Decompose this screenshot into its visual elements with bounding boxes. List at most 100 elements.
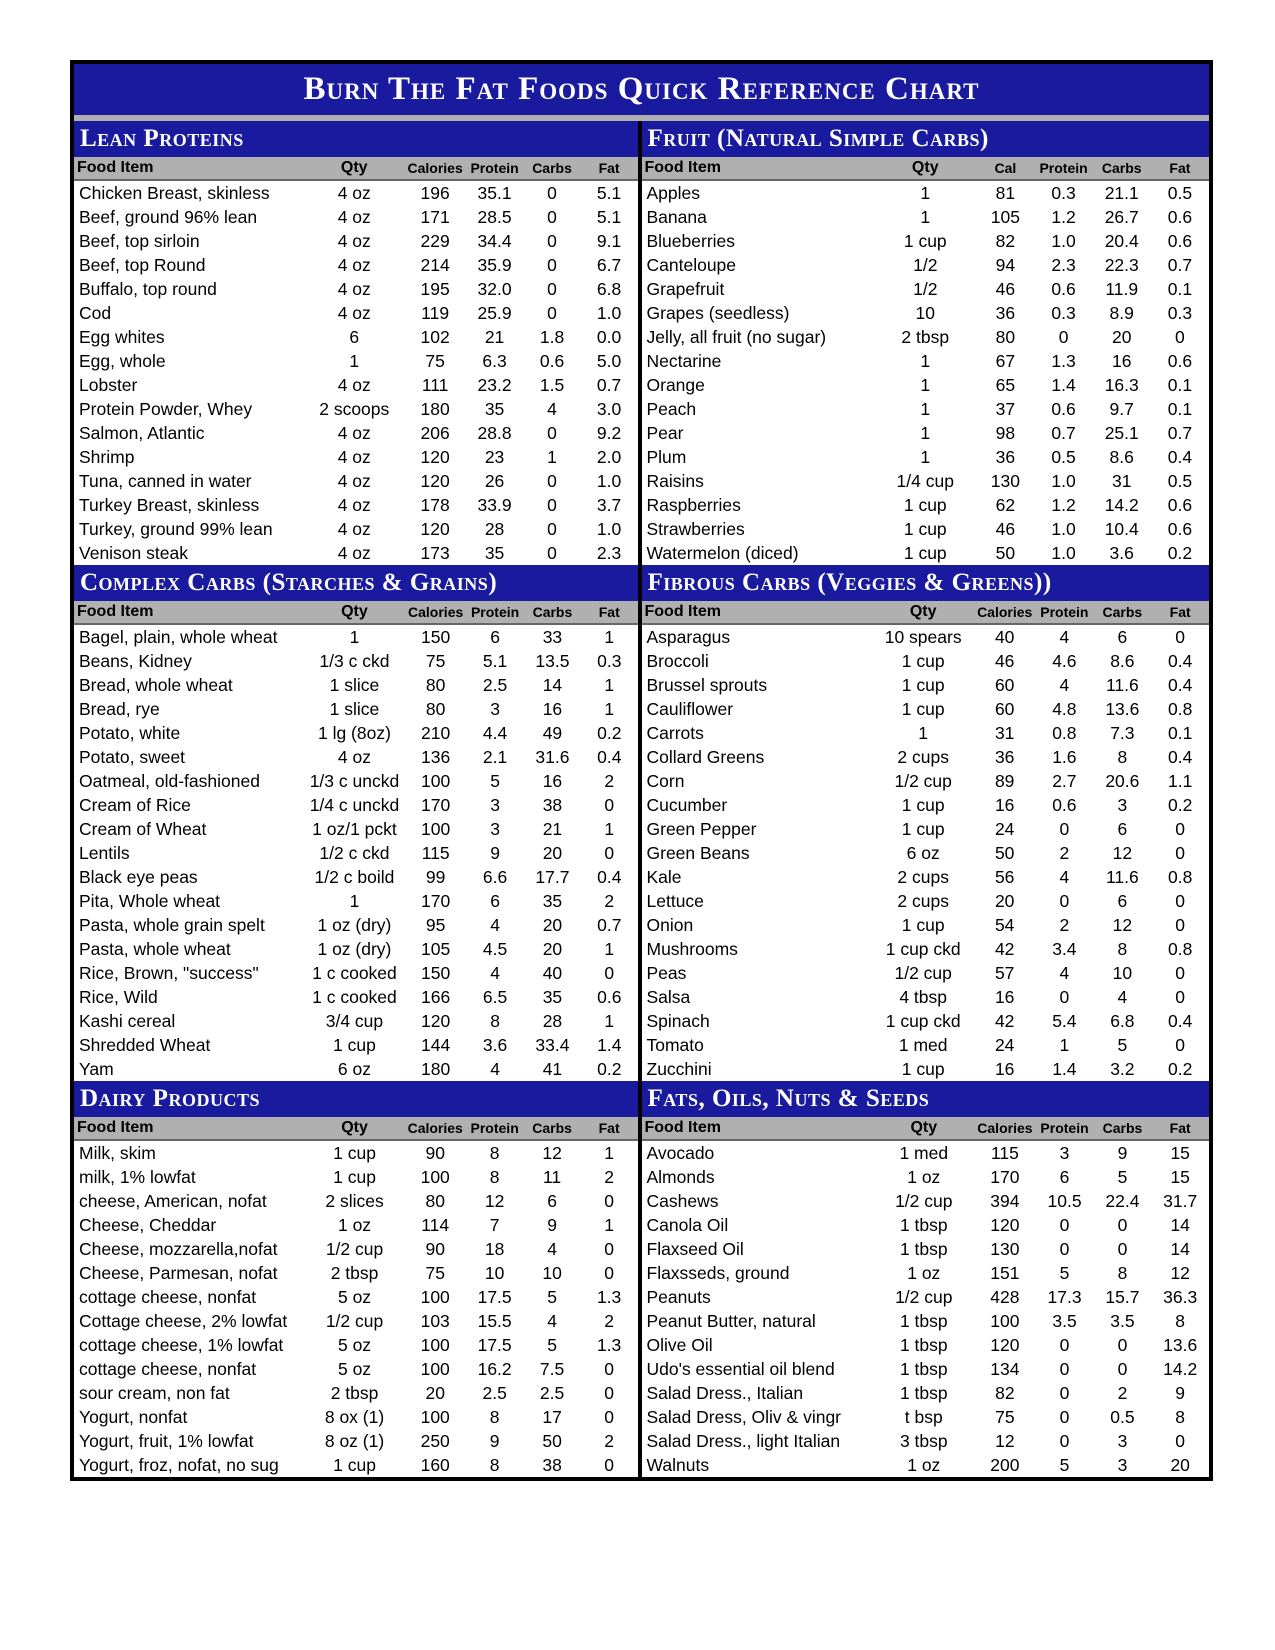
table-row: Yogurt, fruit, 1% lowfat8 oz (1)2509502 <box>74 1429 638 1453</box>
nutrient-value: 4.4 <box>466 721 524 745</box>
nutrient-value: 0 <box>1094 1213 1152 1237</box>
nutrient-value: 1/3 c unckd <box>304 769 405 793</box>
nutrient-value: 10.4 <box>1093 517 1151 541</box>
nutrient-value: 1 <box>872 721 974 745</box>
table-row: Lobster4 oz11123.21.50.7 <box>74 373 638 397</box>
nutrient-value: 14 <box>1151 1237 1209 1261</box>
nutrient-value: 100 <box>405 817 466 841</box>
nutrient-value: 1 c cooked <box>304 961 405 985</box>
nutrient-value: 0 <box>1036 1357 1094 1381</box>
nutrient-value: 46 <box>976 277 1034 301</box>
nutrient-value: 0 <box>581 1237 638 1261</box>
table-row: Brussel sprouts1 cup60411.60.4 <box>642 673 1210 697</box>
nutrient-value: 1 cup <box>304 1453 404 1477</box>
nutrient-value: 2 cups <box>872 865 974 889</box>
nutrient-value: 42 <box>974 1009 1035 1033</box>
nutrient-value: 1/2 cup <box>872 961 974 985</box>
nutrient-value: 31.7 <box>1151 1189 1209 1213</box>
table-row: Pear1980.725.10.7 <box>642 421 1210 445</box>
nutrient-value: 13.6 <box>1093 697 1151 721</box>
nutrient-value: 0 <box>1035 985 1093 1009</box>
nutrient-value: 16 <box>524 769 581 793</box>
nutrient-value: 20 <box>524 913 581 937</box>
nutrient-value: 8.6 <box>1093 445 1151 469</box>
food-name: Peach <box>642 397 875 421</box>
nutrient-value: 9.2 <box>581 421 638 445</box>
food-name: Brussel sprouts <box>642 673 873 697</box>
nutrient-value: 11 <box>523 1165 580 1189</box>
table-row: Peanuts1/2 cup42817.315.736.3 <box>642 1285 1210 1309</box>
nutrient-value: 1/2 cup <box>304 1237 404 1261</box>
table-row: Shrimp4 oz1202312.0 <box>74 445 638 469</box>
nutrient-value: 1.0 <box>1034 229 1092 253</box>
nutrient-value: 7.3 <box>1093 721 1151 745</box>
nutrient-value: 1 cup <box>872 697 974 721</box>
nutrient-value: 105 <box>405 937 466 961</box>
nutrient-value: 1 <box>581 673 637 697</box>
table-row: Banana11051.226.70.6 <box>642 205 1210 229</box>
nutrient-value: 0.2 <box>581 721 637 745</box>
col-header: Qty <box>304 157 405 180</box>
table-row: Flaxsseds, ground1 oz1515812 <box>642 1261 1210 1285</box>
nutrient-value: 0.5 <box>1151 469 1209 493</box>
nutrient-value: 60 <box>974 697 1035 721</box>
nutrient-value: 90 <box>405 1140 466 1165</box>
nutrient-value: 2.7 <box>1035 769 1093 793</box>
nutrient-value: 1.2 <box>1034 205 1092 229</box>
food-name: Black eye peas <box>74 865 304 889</box>
food-name: Broccoli <box>642 649 873 673</box>
nutrient-value: 3 <box>1093 793 1151 817</box>
nutrient-value: 0 <box>1151 985 1209 1009</box>
nutrient-value: 0.2 <box>1151 1057 1209 1081</box>
nutrient-value: 150 <box>405 961 466 985</box>
nutrient-value: 1 <box>581 1140 638 1165</box>
food-name: Grapefruit <box>642 277 875 301</box>
nutrient-value: 20 <box>1151 1453 1209 1477</box>
food-name: Tuna, canned in water <box>74 469 304 493</box>
nutrient-value: 0 <box>523 469 580 493</box>
nutrient-value: 0.3 <box>1034 180 1092 205</box>
nutrient-value: 6.3 <box>466 349 524 373</box>
table-row: Nectarine1671.3160.6 <box>642 349 1210 373</box>
food-name: Milk, skim <box>74 1140 304 1165</box>
food-name: Flaxsseds, ground <box>642 1261 874 1285</box>
nutrient-value: 119 <box>405 301 466 325</box>
nutrient-value: 12 <box>1093 913 1151 937</box>
nutrient-value: 20 <box>974 889 1035 913</box>
nutrient-value: 3.2 <box>1093 1057 1151 1081</box>
food-name: Salad Dress., Italian <box>642 1381 874 1405</box>
table-row: Cucumber1 cup160.630.2 <box>642 793 1210 817</box>
food-name: Watermelon (diced) <box>642 541 875 565</box>
nutrient-value: 20 <box>524 937 581 961</box>
table-row: Jelly, all fruit (no sugar)2 tbsp800200 <box>642 325 1210 349</box>
nutrient-value: 6 <box>1093 889 1151 913</box>
nutrient-value: 36 <box>976 445 1034 469</box>
nutrient-value: 2 cups <box>872 745 974 769</box>
nutrient-value: 1 cup <box>874 493 976 517</box>
col-header: Food Item <box>74 157 304 180</box>
nutrient-value: 17.5 <box>466 1285 524 1309</box>
col-header: Calories <box>974 1117 1035 1140</box>
food-name: Yam <box>74 1057 304 1081</box>
nutrient-value: 105 <box>976 205 1034 229</box>
nutrient-value: 9.7 <box>1093 397 1151 421</box>
nutrient-value: 8 <box>1093 937 1151 961</box>
food-name: Protein Powder, Whey <box>74 397 304 421</box>
nutrient-value: 1 tbsp <box>873 1357 974 1381</box>
nutrient-value: 1 cup <box>874 229 976 253</box>
food-name: Buffalo, top round <box>74 277 304 301</box>
nutrient-value: 21.1 <box>1093 180 1151 205</box>
nutrient-value: 8 <box>466 1405 524 1429</box>
table-row: Beef, ground 96% lean4 oz17128.505.1 <box>74 205 638 229</box>
table-row: Milk, skim1 cup908121 <box>74 1140 638 1165</box>
nutrient-value: 36 <box>976 301 1034 325</box>
nutrient-value: 4 oz <box>304 301 405 325</box>
nutrient-value: 1.1 <box>1151 769 1209 793</box>
nutrient-value: 35 <box>466 541 524 565</box>
nutrient-value: 65 <box>976 373 1034 397</box>
nutrient-value: 1/2 cup <box>873 1189 974 1213</box>
food-name: Carrots <box>642 721 873 745</box>
nutrient-value: 0.8 <box>1151 937 1209 961</box>
nutrient-value: 56 <box>974 865 1035 889</box>
nutrient-value: 2.5 <box>466 673 524 697</box>
